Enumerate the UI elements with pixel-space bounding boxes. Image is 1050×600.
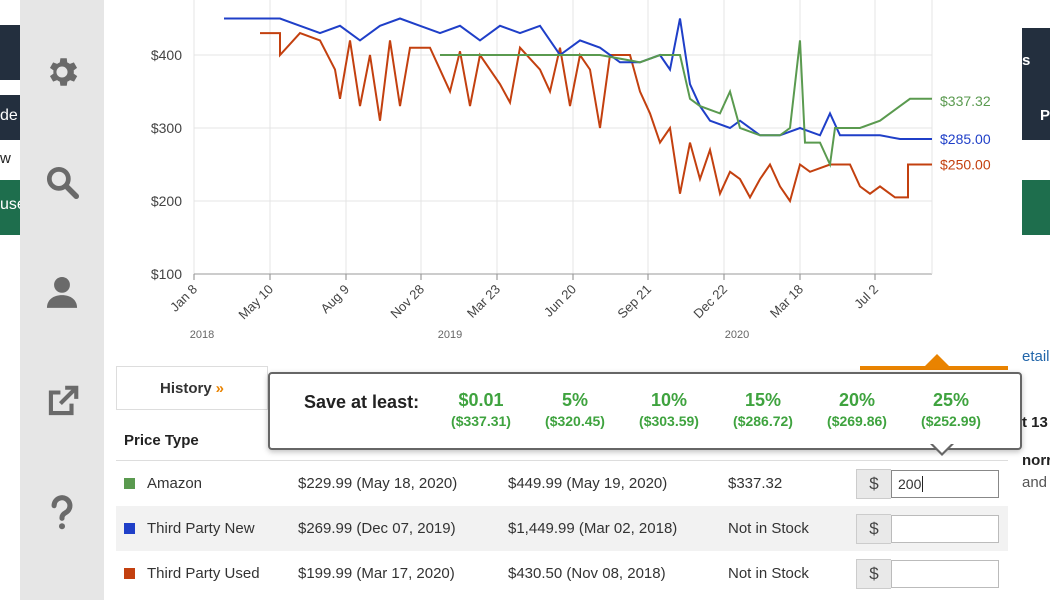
amazon-swatch	[124, 478, 135, 489]
series-current-label: $337.32	[940, 93, 991, 109]
popup-title: Save at least:	[304, 392, 420, 412]
save-option[interactable]: 5% ($320.45)	[545, 390, 605, 429]
row-lowest: $269.99 (Dec 07, 2019)	[298, 520, 456, 537]
bg-right-text: P	[1040, 107, 1050, 124]
year-label: 2019	[438, 329, 462, 341]
save-option[interactable]: 15% ($286.72)	[733, 390, 793, 429]
y-tick-label: $100	[151, 266, 182, 282]
save-option[interactable]: $0.01 ($337.31)	[451, 390, 511, 429]
tab-history-label: History	[159, 379, 212, 397]
save-option[interactable]: 20% ($269.86)	[827, 390, 887, 429]
series-used-line	[260, 31, 932, 204]
bg-right-text: s	[1022, 52, 1031, 69]
row-lowest: $199.99 (Mar 17, 2020)	[298, 565, 455, 582]
x-tick-label: Mar 23	[464, 282, 503, 321]
x-tick-label: Mar 18	[767, 282, 806, 321]
new-swatch	[124, 523, 135, 534]
row-current: Not in Stock	[728, 520, 809, 537]
background-left-edge: de w use	[0, 0, 26, 600]
row-type: Amazon	[147, 475, 203, 492]
help-icon[interactable]	[40, 490, 84, 534]
popup-pointer-inner	[932, 443, 952, 453]
x-tick-label: Sep 21	[614, 282, 654, 322]
active-tab-indicator	[860, 366, 1008, 370]
save-option[interactable]: 10% ($303.59)	[639, 390, 699, 429]
bg-right-text: t 13	[1022, 414, 1048, 431]
row-highest: $449.99 (May 19, 2020)	[508, 475, 668, 492]
price-history-panel	[104, 0, 1022, 600]
used-swatch	[124, 568, 135, 579]
row-type: Third Party New	[147, 520, 255, 537]
row-current: Not in Stock	[728, 565, 809, 582]
dollar-addon: $	[856, 558, 891, 589]
price-table: Price Type Amazon $229.99 (May 18, 2020)…	[116, 420, 1008, 596]
table-row: Third Party Used $199.99 (Mar 17, 2020) …	[116, 551, 1008, 596]
price-alert-input-used[interactable]	[891, 559, 999, 588]
header-price-type: Price Type	[124, 431, 199, 449]
sidebar	[20, 0, 104, 600]
table-row: Amazon $229.99 (May 18, 2020) $449.99 (M…	[116, 461, 1008, 506]
x-tick-label: Aug 9	[317, 282, 352, 317]
x-tick-label: May 10	[235, 282, 276, 323]
chevron-right-icon: »	[215, 379, 225, 397]
table-row: Third Party New $269.99 (Dec 07, 2019) $…	[116, 506, 1008, 551]
bg-left-text: use	[0, 196, 26, 213]
y-tick-label: $400	[151, 47, 182, 63]
x-tick-label: Jan 8	[167, 282, 200, 315]
bg-right-text: norr	[1022, 452, 1050, 469]
series-new-line	[224, 17, 932, 140]
gear-icon[interactable]	[40, 50, 84, 94]
x-tick-label: Dec 22	[690, 282, 730, 322]
row-type: Third Party Used	[147, 565, 260, 582]
row-highest: $1,449.99 (Mar 02, 2018)	[508, 520, 678, 537]
tab-bar: History »	[116, 366, 1008, 410]
background-right-edge: s P etail t 13 norr and	[1022, 0, 1050, 600]
x-tick-label: Jun 20	[541, 282, 579, 320]
dollar-addon: $	[856, 468, 891, 499]
user-icon[interactable]	[40, 270, 84, 314]
bg-right-text: and	[1022, 474, 1048, 491]
year-label: 2020	[725, 329, 749, 341]
row-highest: $430.50 (Nov 08, 2018)	[508, 565, 666, 582]
bg-left-text: w	[0, 150, 11, 167]
active-tab-pointer	[925, 354, 949, 366]
series-current-label: $285.00	[940, 131, 991, 147]
y-tick-label: $300	[151, 120, 182, 136]
series-amazon-line	[440, 40, 932, 169]
external-link-icon[interactable]	[40, 380, 84, 424]
price-alert-input-amazon[interactable]: 200	[891, 469, 999, 498]
save-at-least-popup: Save at least: $0.01 ($337.31) 5% ($320.45…	[268, 372, 1022, 450]
save-option[interactable]: 25% ($252.99)	[921, 390, 981, 429]
bg-right-text: etail	[1022, 348, 1050, 365]
table-header: Price Type	[116, 420, 1008, 461]
series-current-label: $250.00	[940, 157, 991, 173]
x-tick-label: Nov 28	[387, 282, 427, 322]
row-lowest: $229.99 (May 18, 2020)	[298, 475, 458, 492]
y-tick-label: $200	[151, 193, 182, 209]
x-tick-label: Jul 2	[851, 282, 881, 312]
row-current: $337.32	[728, 475, 783, 492]
bg-left-text: de	[0, 107, 18, 124]
tab-history[interactable]: History »	[116, 366, 268, 410]
search-icon[interactable]	[40, 160, 84, 204]
dollar-addon: $	[856, 513, 891, 544]
price-history-chart: Jan 8 May 10 Aug 9 Nov 28 Mar 23 Jun 20 Sep 21…	[151, 0, 991, 341]
price-alert-input-new[interactable]	[891, 514, 999, 543]
year-label: 2018	[190, 329, 214, 341]
